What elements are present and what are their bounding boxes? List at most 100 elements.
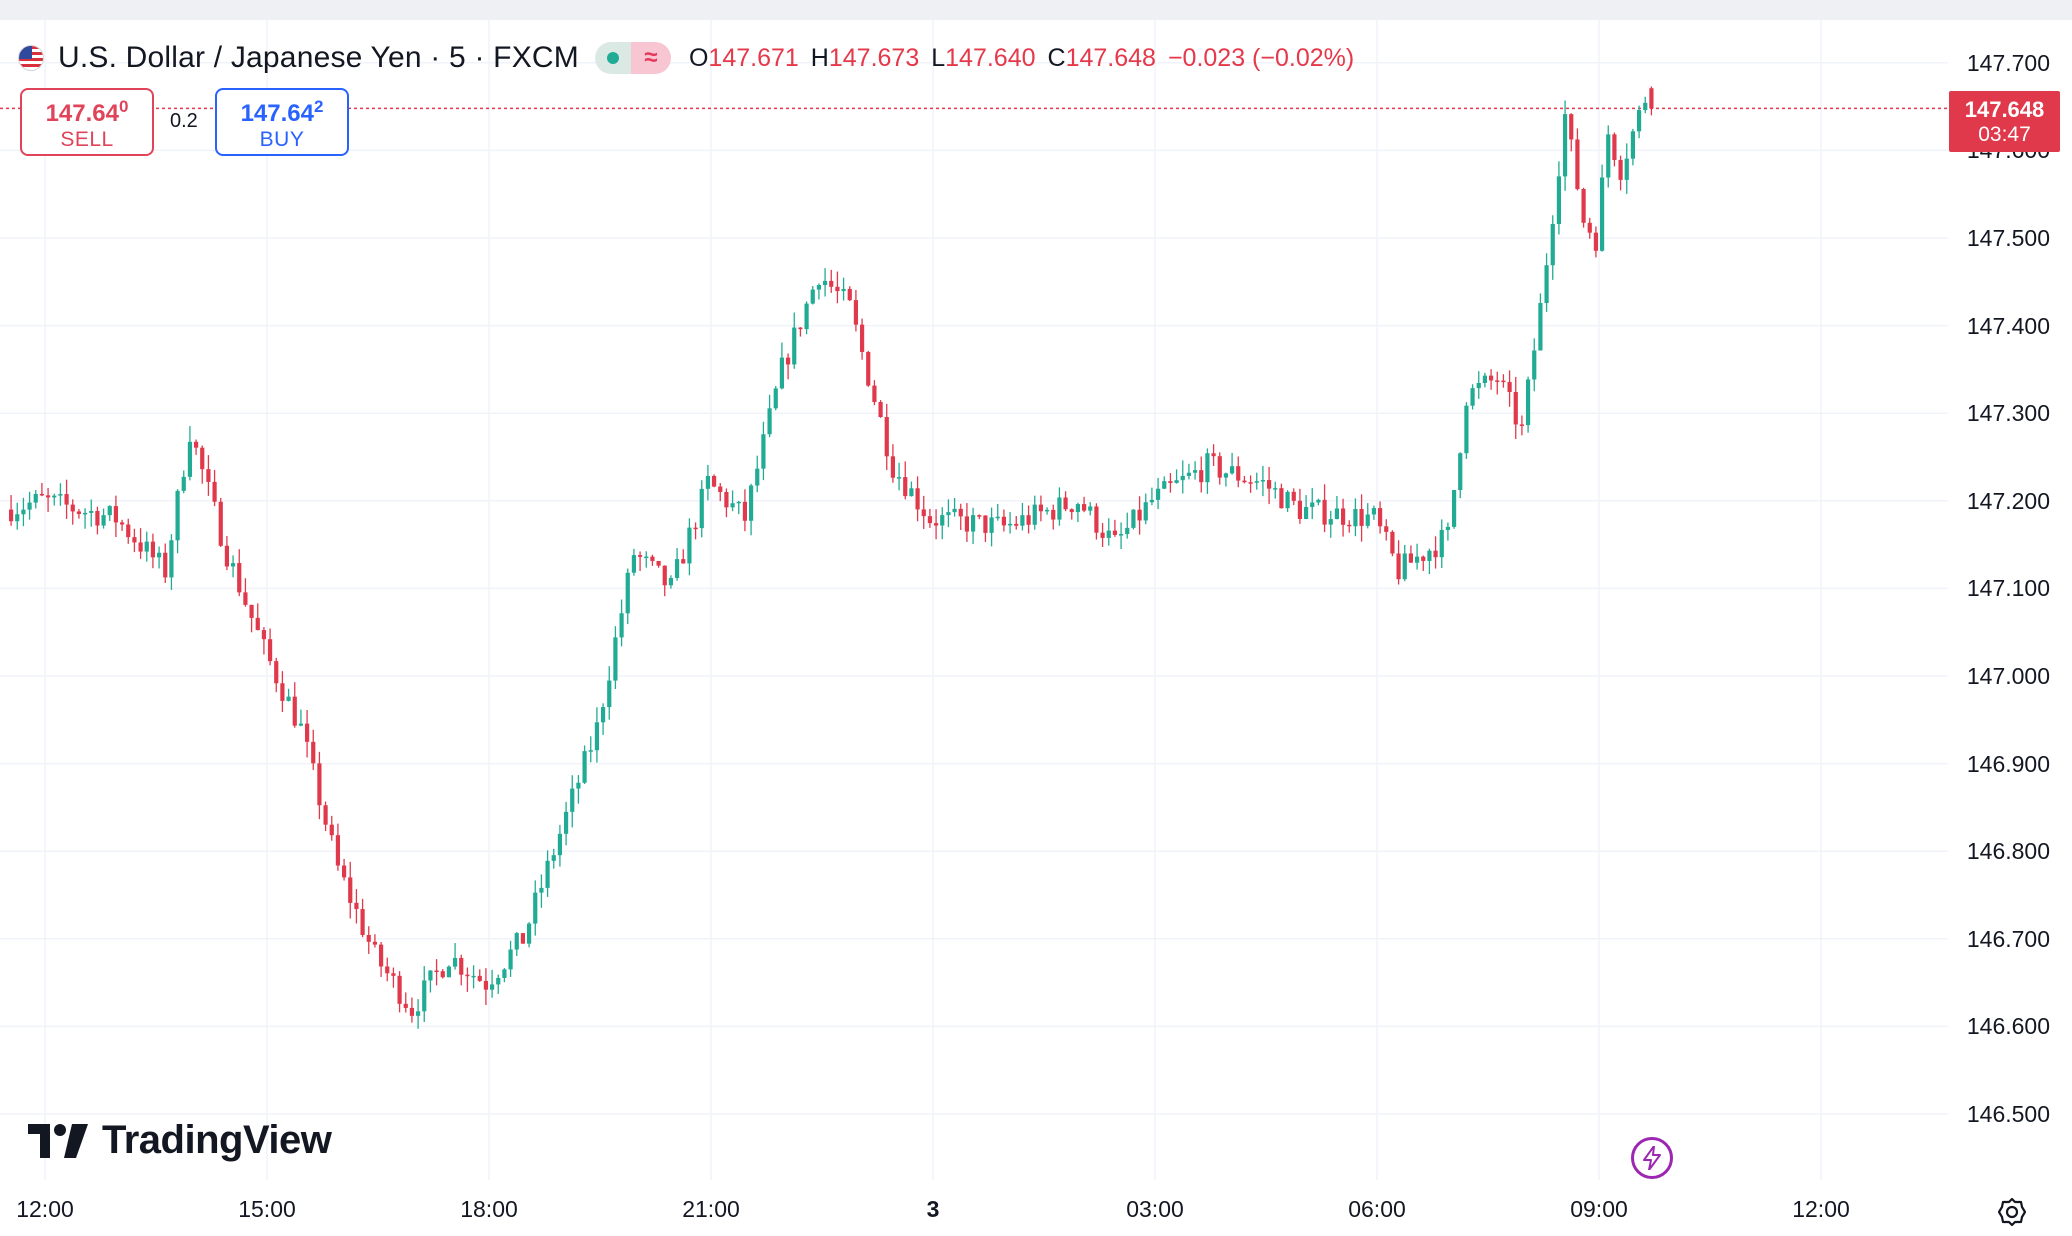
candle-up <box>1174 469 1179 484</box>
lightning-icon[interactable] <box>1631 1137 1673 1179</box>
candle-up <box>298 709 304 727</box>
sell-button[interactable]: 147.640 SELL <box>20 88 154 156</box>
sell-price: 147.640 <box>45 96 129 127</box>
candle-down <box>1279 483 1284 509</box>
candle-up <box>1032 495 1037 530</box>
candle-up <box>631 548 637 576</box>
candle-down <box>711 474 717 488</box>
candle-up <box>286 688 291 702</box>
candle-up <box>1532 338 1537 392</box>
candle-down <box>1377 501 1383 534</box>
candle-down <box>212 469 217 507</box>
candle-up <box>496 974 501 994</box>
candle-up <box>1285 490 1290 512</box>
candle-up <box>1044 507 1050 515</box>
candle-down <box>193 439 199 455</box>
buy-price: 147.642 <box>240 96 324 127</box>
price-tick-label: 146.800 <box>1966 838 2050 865</box>
us-flag-icon <box>18 45 44 71</box>
open-label: O <box>688 43 709 72</box>
candle-down <box>785 353 791 380</box>
candle-up <box>52 493 57 506</box>
candle-down <box>1248 475 1253 493</box>
candle-down <box>1063 491 1068 512</box>
candle-down <box>274 657 279 693</box>
candlestick-chart[interactable] <box>0 20 2072 1236</box>
candle-down <box>317 751 322 820</box>
candle-down <box>520 933 526 944</box>
candle-up <box>1229 452 1235 475</box>
candle-up <box>674 548 680 581</box>
candle-up <box>1427 548 1432 575</box>
candle-up <box>1192 461 1198 480</box>
candle-down <box>742 489 748 532</box>
candle-up <box>952 497 957 517</box>
candle-down <box>1038 495 1044 522</box>
candle-down <box>1069 508 1074 520</box>
candle-down <box>1581 187 1586 228</box>
buy-button[interactable]: 147.642 BUY <box>215 88 349 156</box>
candle-up <box>1334 496 1340 520</box>
candle-up <box>1205 448 1210 494</box>
high-value: 147.673 <box>828 43 920 72</box>
candle-up <box>82 508 88 529</box>
candle-down <box>1408 545 1414 563</box>
candle-up <box>804 301 809 335</box>
candle-up <box>687 518 692 576</box>
gear-icon[interactable] <box>1996 1196 2028 1228</box>
time-tick-label: 15:00 <box>238 1196 296 1222</box>
candle-down <box>150 533 156 569</box>
time-tick-label: 09:00 <box>1570 1196 1628 1222</box>
candle-up <box>1223 472 1229 487</box>
candle-up <box>792 312 797 369</box>
candle-down <box>45 487 51 512</box>
candle-up <box>613 626 618 690</box>
candle-down <box>323 801 328 832</box>
candle-up <box>144 531 149 562</box>
candle-down <box>798 327 803 337</box>
candle-down <box>1519 415 1525 436</box>
candle-up <box>582 745 587 784</box>
candle-down <box>835 271 840 304</box>
candle-down <box>360 898 365 938</box>
candle-down <box>113 495 119 537</box>
candle-up <box>1162 476 1167 490</box>
candle-up <box>1155 477 1161 510</box>
candle-up <box>1606 125 1611 188</box>
candle-down <box>1211 444 1216 467</box>
market-status-pill[interactable]: ≈ <box>594 42 671 74</box>
candle-down <box>872 380 877 406</box>
candle-down <box>884 403 889 471</box>
candle-up <box>1131 509 1136 530</box>
candle-down <box>1501 374 1506 388</box>
candle-up <box>21 497 26 527</box>
candle-down <box>1433 536 1438 569</box>
candle-up <box>588 736 593 763</box>
candle-up <box>1643 96 1648 114</box>
candle-down <box>95 506 100 535</box>
candle-down <box>409 997 415 1023</box>
candle-down <box>1507 370 1512 407</box>
candle-up <box>779 342 785 390</box>
candle-down <box>391 967 396 988</box>
candle-up <box>1353 498 1358 537</box>
candle-down <box>126 518 131 544</box>
candle-down <box>724 488 729 518</box>
candle-up <box>644 551 649 568</box>
candle-up <box>755 455 760 493</box>
candle-down <box>477 969 482 982</box>
candle-down <box>662 565 667 597</box>
candle-up <box>594 707 600 763</box>
candle-up <box>545 850 550 897</box>
candle-up <box>822 268 828 297</box>
close-label: C <box>1047 43 1066 72</box>
candle-down <box>1291 488 1296 506</box>
candle-up <box>773 386 778 411</box>
candle-up <box>175 489 180 554</box>
tradingview-logo[interactable]: TradingView <box>28 1118 332 1163</box>
candle-down <box>693 522 698 540</box>
candle-up <box>1260 465 1266 497</box>
symbol-title[interactable]: U.S. Dollar / Japanese Yen · 5 · FXCM <box>58 41 579 74</box>
candle-up <box>1106 518 1111 546</box>
candle-up <box>1328 510 1333 538</box>
